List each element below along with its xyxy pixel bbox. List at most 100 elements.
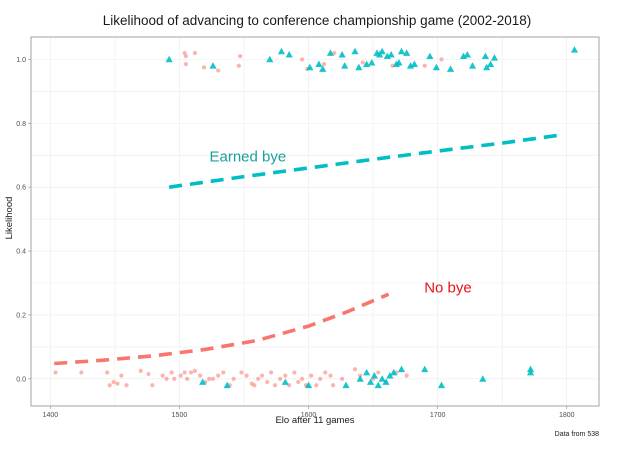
point-earned-bye	[342, 381, 350, 389]
point-earned-bye	[363, 368, 371, 376]
point-earned-bye	[304, 381, 313, 389]
point-no-bye	[404, 373, 409, 378]
point-earned-bye	[410, 60, 418, 68]
point-no-bye	[309, 373, 314, 378]
point-no-bye	[216, 68, 221, 73]
point-earned-bye	[446, 65, 455, 72]
point-earned-bye	[223, 381, 231, 389]
point-no-bye	[201, 65, 207, 70]
x-tick-label: 1600	[301, 412, 317, 419]
caption: Data from 538	[555, 431, 599, 438]
point-no-bye	[185, 376, 190, 381]
data-points	[53, 46, 579, 389]
point-earned-bye	[368, 58, 376, 66]
point-no-bye	[107, 383, 112, 388]
point-no-bye	[360, 60, 365, 65]
point-no-bye	[252, 383, 257, 388]
point-no-bye	[178, 373, 183, 378]
point-no-bye	[105, 370, 110, 375]
point-no-bye	[124, 383, 129, 388]
point-earned-bye	[382, 378, 390, 385]
point-earned-bye	[370, 372, 378, 379]
point-no-bye	[160, 373, 165, 378]
point-no-bye	[79, 370, 84, 375]
point-earned-bye	[463, 50, 471, 58]
point-no-bye	[182, 50, 187, 56]
point-earned-bye	[390, 368, 398, 376]
line-label-earned-bye: Earned bye	[210, 149, 287, 166]
y-tick-label: 0.6	[16, 185, 26, 192]
point-no-bye	[164, 376, 169, 381]
point-earned-bye	[165, 55, 173, 63]
x-axis-title: Elo after 11 games	[275, 415, 354, 426]
point-no-bye	[192, 368, 198, 373]
point-no-bye	[323, 370, 328, 375]
point-no-bye	[439, 57, 444, 62]
point-earned-bye	[432, 63, 440, 71]
y-tick-label: 0.8	[16, 121, 26, 128]
point-no-bye	[283, 373, 288, 378]
fit-line-earned-bye	[168, 133, 561, 189]
x-tick-label: 1800	[559, 412, 575, 419]
line-label-no-bye: No bye	[424, 280, 472, 297]
point-no-bye	[146, 371, 151, 377]
point-no-bye	[207, 376, 212, 381]
line-labels: Earned bye No bye	[210, 149, 472, 297]
point-no-bye	[244, 373, 249, 378]
point-no-bye	[265, 379, 270, 385]
point-earned-bye	[209, 62, 217, 69]
point-no-bye	[231, 376, 236, 381]
y-tick-label: 0.0	[16, 376, 26, 383]
point-no-bye	[299, 376, 305, 381]
point-earned-bye	[319, 65, 327, 72]
point-earned-bye	[483, 63, 491, 71]
y-tick-label: 0.4	[16, 249, 26, 256]
y-axis-ticks: 0.0 0.2 0.4 0.6 0.8 1.0	[16, 57, 31, 383]
point-earned-bye	[281, 378, 289, 385]
point-no-bye	[183, 62, 189, 67]
point-no-bye	[296, 379, 301, 385]
point-earned-bye	[403, 49, 411, 56]
point-earned-bye	[355, 63, 363, 71]
point-earned-bye	[366, 378, 375, 385]
grid-lines	[31, 37, 599, 406]
point-no-bye	[292, 370, 297, 375]
point-no-bye	[119, 373, 124, 378]
point-no-bye	[210, 376, 216, 381]
point-no-bye	[53, 370, 58, 375]
y-axis-title: Likelihood	[4, 197, 15, 240]
point-earned-bye	[326, 49, 335, 56]
point-earned-bye	[374, 381, 382, 389]
point-no-bye	[330, 383, 336, 388]
x-tick-label: 1500	[172, 412, 188, 419]
point-no-bye	[221, 370, 226, 375]
point-earned-bye	[421, 365, 429, 373]
point-no-bye	[269, 370, 274, 375]
point-earned-bye	[395, 58, 403, 66]
fitted-lines	[54, 133, 561, 366]
point-earned-bye	[387, 50, 395, 58]
point-no-bye	[314, 383, 319, 388]
point-no-bye	[182, 370, 187, 375]
point-no-bye	[318, 376, 323, 381]
point-earned-bye	[426, 52, 434, 60]
point-no-bye	[352, 367, 358, 372]
point-earned-bye	[378, 375, 386, 382]
point-earned-bye	[570, 46, 579, 53]
point-earned-bye	[356, 375, 364, 382]
point-no-bye	[272, 383, 278, 388]
point-earned-bye	[468, 62, 477, 69]
point-no-bye	[150, 383, 155, 388]
point-no-bye	[188, 370, 194, 375]
point-earned-bye	[277, 47, 286, 55]
plot-panel	[30, 36, 600, 407]
x-axis-ticks: 1400 1500 1600 1700 1800	[43, 406, 575, 419]
point-no-bye	[340, 376, 345, 381]
point-earned-bye	[479, 375, 487, 382]
point-no-bye	[216, 373, 221, 378]
y-tick-label: 0.2	[16, 312, 26, 319]
point-earned-bye	[341, 62, 349, 69]
point-earned-bye	[397, 47, 406, 55]
point-no-bye	[321, 62, 327, 67]
